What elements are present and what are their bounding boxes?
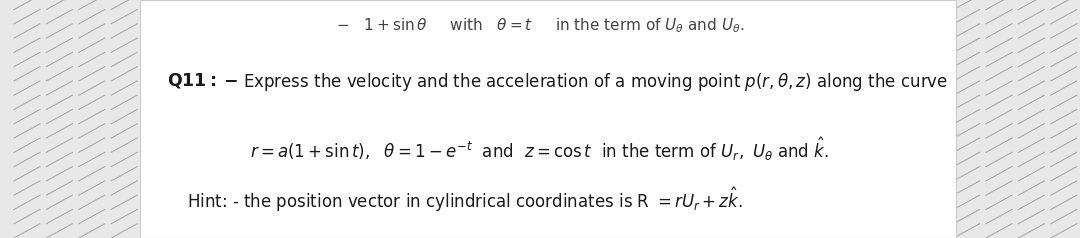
Text: Hint: - the position vector in cylindrical coordinates is R $= rU_r + z\hat{k}.$: Hint: - the position vector in cylindric…: [187, 186, 742, 214]
FancyBboxPatch shape: [140, 0, 956, 238]
Text: Express the velocity and the acceleration of a moving point $p(r,\theta,z)$ alon: Express the velocity and the acceleratio…: [243, 71, 948, 93]
Text: $r = a(1+\sin t),\ \ \theta = 1 - e^{-t}\ \ $and$\ \ z = \cos t\ \ $in the term : $r = a(1+\sin t),\ \ \theta = 1 - e^{-t}…: [251, 136, 829, 163]
Text: $\mathbf{Q11:-}$: $\mathbf{Q11:-}$: [167, 71, 239, 90]
Text: $-\ \ \ 1 + \sin\theta$     with   $\theta = t$     in the term of $U_\theta$ an: $-\ \ \ 1 + \sin\theta$ with $\theta = t…: [336, 17, 744, 35]
